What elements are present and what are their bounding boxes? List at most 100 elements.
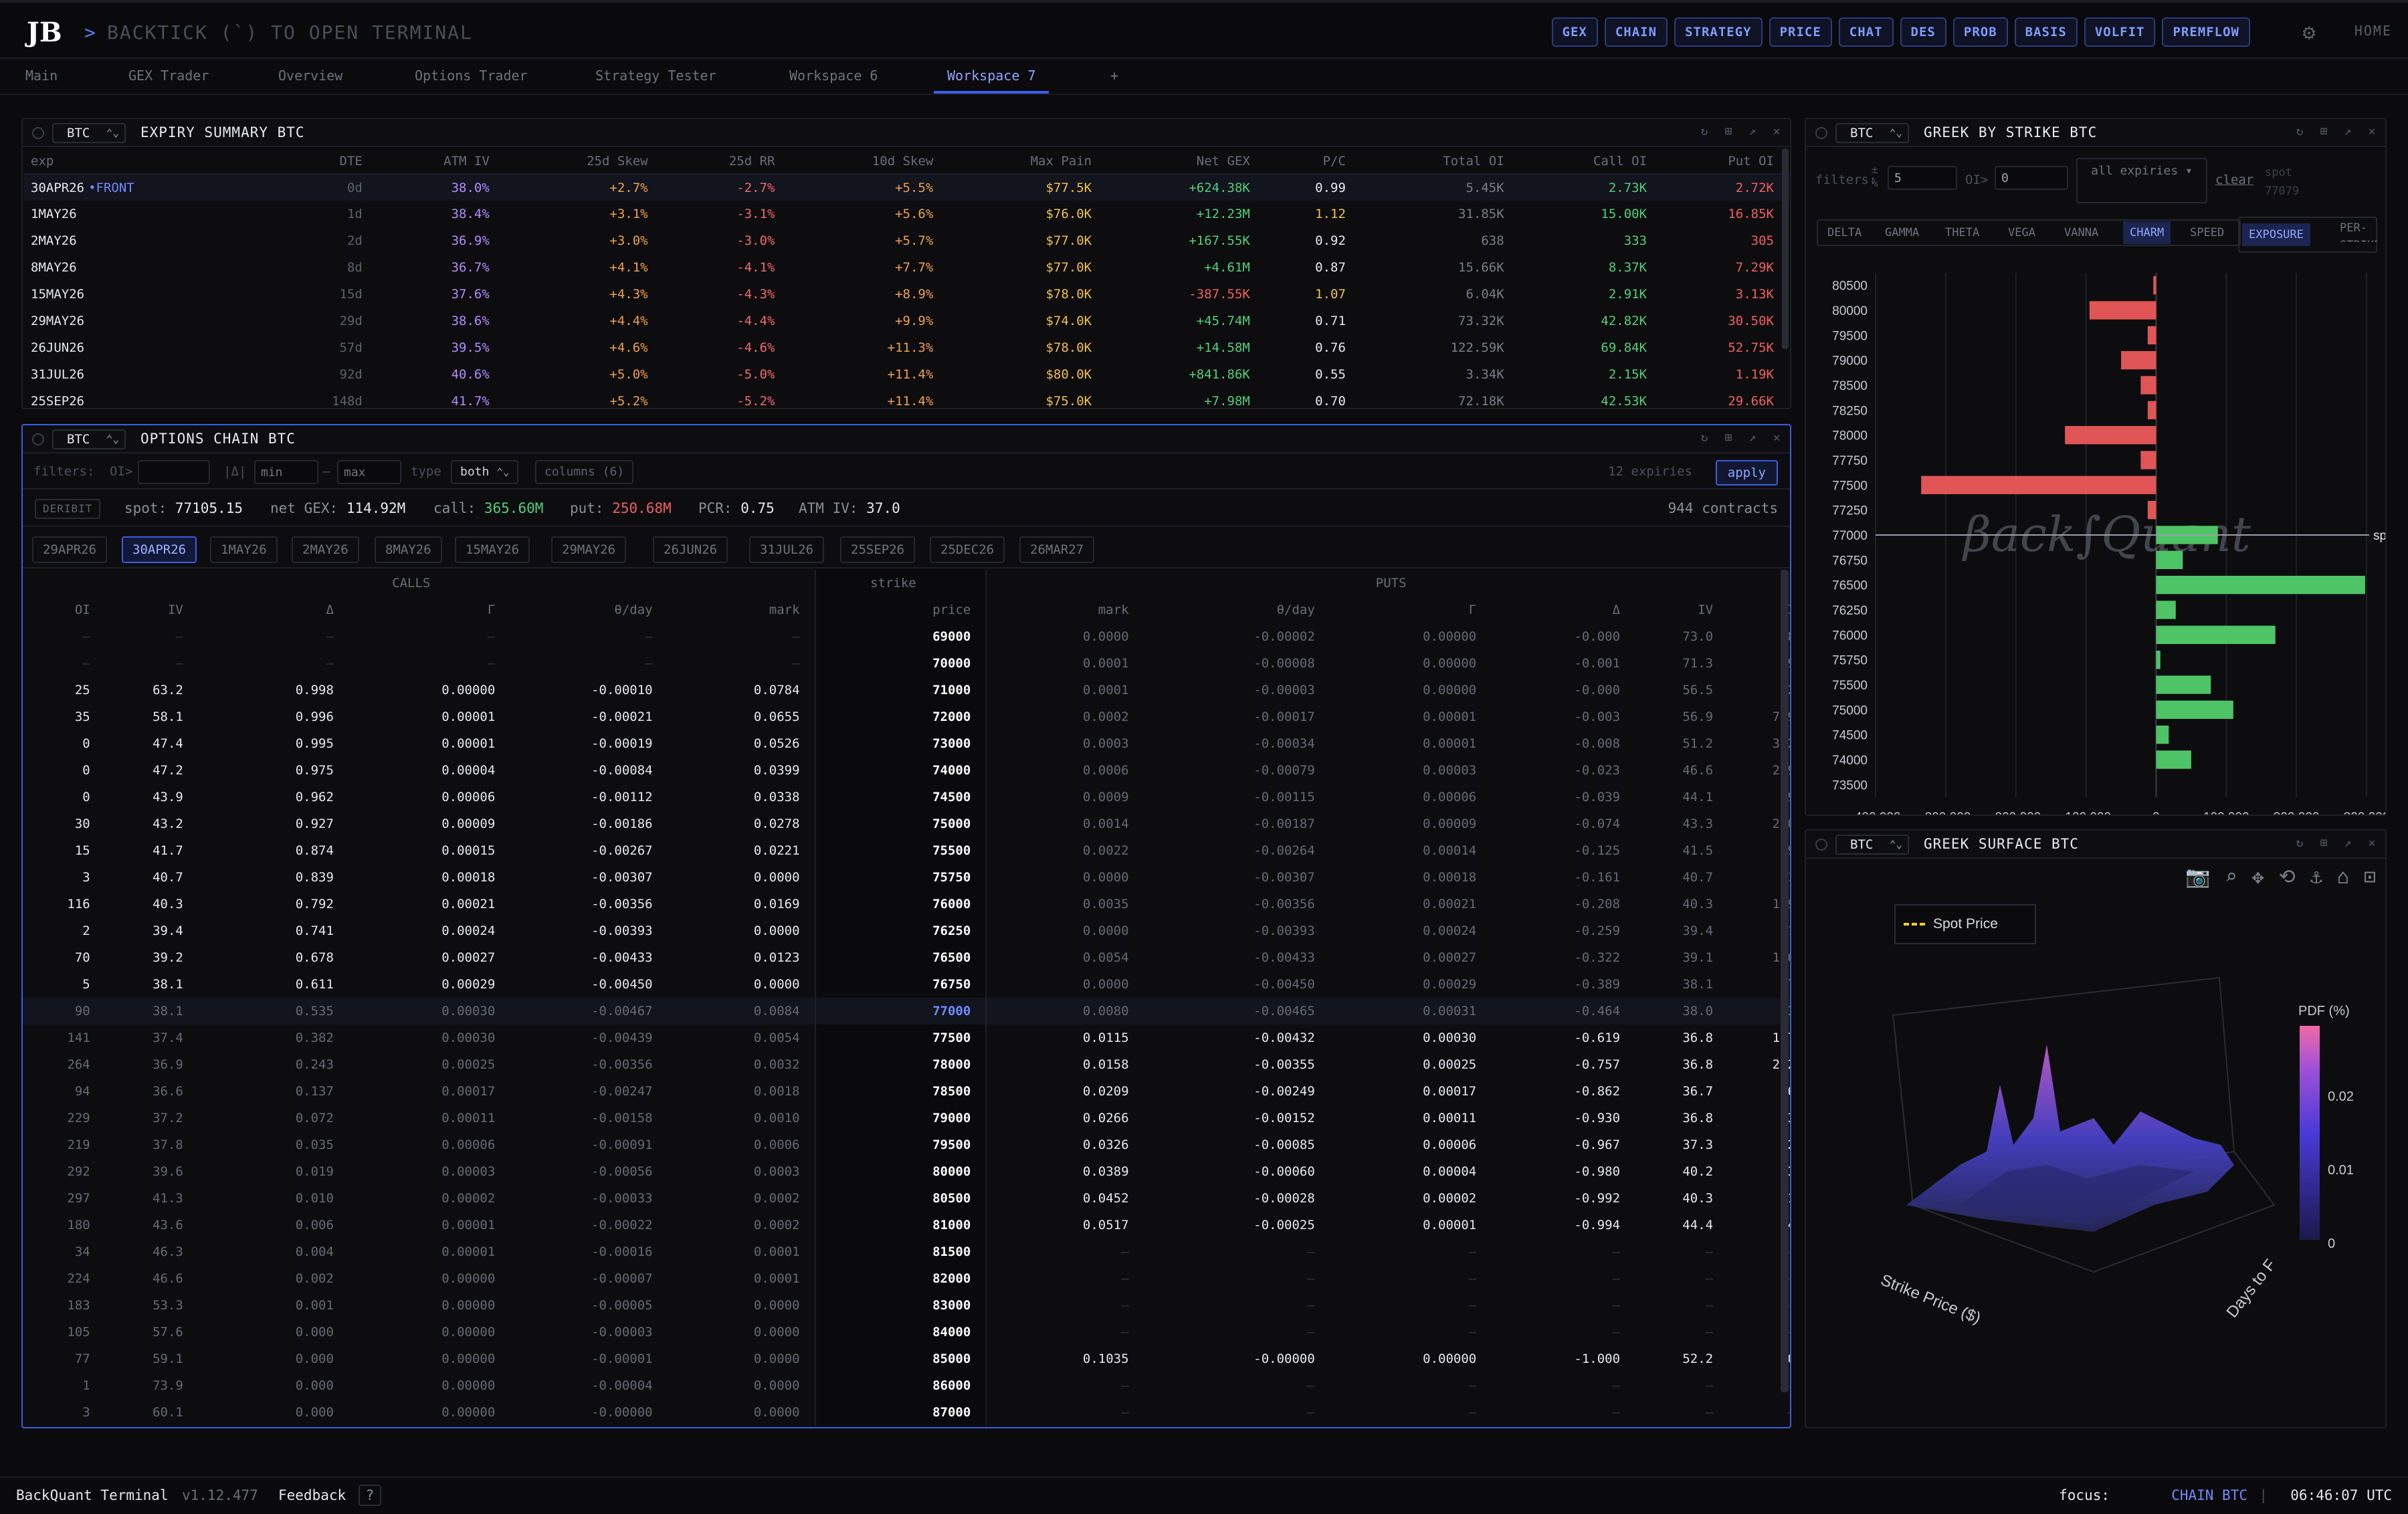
chain-row[interactable]: 34 46.3 0.004 0.00001 -0.00016 0.0001 81500 — — —… <box>23 1238 1790 1265</box>
camera-icon[interactable]: 📷 <box>2185 865 2211 889</box>
chain-row[interactable]: — — — — — — 69000 0.0000 -0.00002 0.00000 -0.000 73… <box>23 623 1790 650</box>
delta-min-input[interactable] <box>254 460 318 484</box>
drag-handle-icon[interactable] <box>1815 839 1827 851</box>
expiry-row[interactable]: 30APR26 •FRONT 0d 38.0% +2.7% -2.7% +5.5% $77.5… <box>24 174 1790 201</box>
grid-icon[interactable]: ⊞ <box>2320 124 2328 138</box>
greek-delta-button[interactable]: DELTA <box>1827 226 1862 239</box>
close-icon[interactable]: ✕ <box>2368 836 2376 850</box>
close-icon[interactable]: ✕ <box>2368 124 2376 138</box>
tab-workspace-7[interactable]: Workspace 7 <box>934 60 1049 94</box>
tab-options-trader[interactable]: Options Trader <box>415 68 528 84</box>
pct-input[interactable] <box>1888 166 1957 190</box>
terminal-input[interactable] <box>107 19 910 45</box>
gear-icon[interactable]: ⚙ <box>2302 19 2316 45</box>
fn-key-prob[interactable]: PROB <box>1952 17 2008 47</box>
greek-gamma-button[interactable]: GAMMA <box>1885 226 1920 239</box>
chain-row[interactable]: 292 39.6 0.019 0.00003 -0.00056 0.0003 80000 0.… <box>23 1158 1790 1185</box>
refresh-icon[interactable]: ↻ <box>2296 124 2304 138</box>
surface-3d-plot[interactable]: PDF (%) 0.02 0.01 0 Strike Price ($) Day… <box>1806 831 2387 1428</box>
chain-row[interactable]: 0 43.9 0.962 0.00006 -0.00112 0.0338 74500 0.00… <box>23 784 1790 810</box>
col-header[interactable]: Δ <box>1612 603 1621 617</box>
expiry-row[interactable]: 15MAY26 15d 37.6% +4.3% -4.3% +8.9% $78.0K -387… <box>24 281 1790 308</box>
oi-input[interactable] <box>1995 166 2068 190</box>
chain-row[interactable]: 1 73.9 0.000 0.00000 -0.00004 0.0000 86000 — — — —… <box>23 1372 1790 1399</box>
col-header[interactable]: ATM IV <box>378 148 506 175</box>
fn-key-volfit[interactable]: VOLFIT <box>2084 17 2156 47</box>
expiry-tab-30apr26[interactable]: 30APR26 <box>122 536 197 563</box>
chain-row[interactable]: 25 63.2 0.998 0.00000 -0.00010 0.0784 71000 0.0… <box>23 677 1790 704</box>
chain-row[interactable]: 15 41.7 0.874 0.00015 -0.00267 0.0221 75500 0.0… <box>23 837 1790 864</box>
fn-key-strategy[interactable]: STRATEGY <box>1674 17 1763 47</box>
expiry-tab-15may26[interactable]: 15MAY26 <box>455 536 530 563</box>
greek-speed-button[interactable]: SPEED <box>2190 226 2225 239</box>
orbit-icon[interactable]: ⟲ <box>2278 865 2296 889</box>
chain-row[interactable]: 30 43.2 0.927 0.00009 -0.00186 0.0278 75000 0.0… <box>23 810 1790 837</box>
symbol-select[interactable]: BTC ⌃⌄ <box>1835 835 1909 855</box>
col-header[interactable]: IV <box>167 603 183 617</box>
grid-icon[interactable]: ⊞ <box>1724 124 1732 138</box>
expiry-row[interactable]: 25SEP26 148d 41.7% +5.2% -5.2% +11.4% $75.0K +7… <box>24 388 1790 408</box>
feedback-link[interactable]: Feedback <box>278 1487 346 1503</box>
chain-row[interactable]: 94 36.6 0.137 0.00017 -0.00247 0.0018 78500 0.0… <box>23 1078 1790 1105</box>
chain-row[interactable]: 3 40.7 0.839 0.00018 -0.00307 0.0000 75750 0.00… <box>23 864 1790 891</box>
refresh-icon[interactable]: ↻ <box>2296 836 2304 850</box>
drag-handle-icon[interactable] <box>1815 127 1827 139</box>
reset-camera-icon[interactable]: ⊡ <box>2363 865 2376 889</box>
tab-overview[interactable]: Overview <box>278 68 343 84</box>
fn-key-price[interactable]: PRICE <box>1769 17 1832 47</box>
home-link[interactable]: HOME <box>2354 23 2392 39</box>
chain-row[interactable]: 0 47.2 0.975 0.00004 -0.00084 0.0399 74000 0.00… <box>23 757 1790 784</box>
col-header[interactable]: DTE <box>282 148 379 175</box>
expiry-tab-25sep26[interactable]: 25SEP26 <box>840 536 916 563</box>
fn-key-gex[interactable]: GEX <box>1551 17 1598 47</box>
help-button[interactable]: ? <box>359 1485 381 1506</box>
expand-icon[interactable]: ↗ <box>2344 124 2352 138</box>
fn-key-basis[interactable]: BASIS <box>2014 17 2078 47</box>
expiries-select[interactable]: all expiries ▾ <box>2076 158 2207 203</box>
spot-price-legend[interactable]: Spot Price <box>1894 904 2036 944</box>
chain-row[interactable]: 77 59.1 0.000 0.00000 -0.00001 0.0000 85000 0.1… <box>23 1345 1790 1372</box>
tab--[interactable]: + <box>1110 68 1119 84</box>
col-header[interactable]: Δ <box>326 603 334 617</box>
col-header[interactable]: 25d RR <box>664 148 791 175</box>
col-header[interactable]: θ/day <box>614 603 653 617</box>
greek-theta-button[interactable]: THETA <box>1945 226 1980 239</box>
chain-row[interactable]: 90 38.1 0.535 0.00030 -0.00467 0.0084 77000 0.0… <box>23 998 1790 1024</box>
type-select[interactable]: both ⌃⌄ <box>451 460 519 484</box>
scrollbar[interactable] <box>1781 570 1789 1392</box>
expiry-tab-29may26[interactable]: 29MAY26 <box>551 536 627 563</box>
fn-key-chain[interactable]: CHAIN <box>1604 17 1668 47</box>
chain-row[interactable]: 297 41.3 0.010 0.00002 -0.00033 0.0002 80500 0.… <box>23 1185 1790 1212</box>
tab-gex-trader[interactable]: GEX Trader <box>128 68 209 84</box>
chain-row[interactable]: 70 39.2 0.678 0.00027 -0.00433 0.0123 76500 0.0… <box>23 944 1790 971</box>
grid-icon[interactable]: ⊞ <box>1724 431 1732 445</box>
col-header[interactable]: Total OI <box>1361 148 1520 175</box>
col-header[interactable]: IV <box>1698 603 1714 617</box>
chain-row[interactable]: 116 40.3 0.792 0.00021 -0.00356 0.0169 76000 0.… <box>23 891 1790 917</box>
fn-key-premflow[interactable]: PREMFLOW <box>2162 17 2250 47</box>
oi-min-input[interactable] <box>138 460 210 484</box>
scrollbar[interactable] <box>1782 148 1789 349</box>
expiry-row[interactable]: 31JUL26 92d 40.6% +5.0% -5.0% +11.4% $80.0K +84… <box>24 361 1790 388</box>
col-header[interactable]: P/C <box>1266 148 1362 175</box>
col-header[interactable]: mark <box>1098 603 1129 617</box>
chain-row[interactable]: 224 46.6 0.002 0.00000 -0.00007 0.0001 82000 — —… <box>23 1265 1790 1292</box>
zoom-icon[interactable]: ⌕ <box>2225 865 2237 889</box>
pan-icon[interactable]: ✥ <box>2251 865 2264 889</box>
chain-row[interactable]: 35 58.1 0.996 0.00001 -0.00021 0.0655 72000 0.0… <box>23 704 1790 730</box>
refresh-icon[interactable]: ↻ <box>1700 124 1708 138</box>
expiry-tab-26mar27[interactable]: 26MAR27 <box>1019 536 1095 563</box>
col-header[interactable]: Γ <box>487 603 496 617</box>
close-icon[interactable]: ✕ <box>1773 124 1781 138</box>
expiry-tab-8may26[interactable]: 8MAY26 <box>375 536 442 563</box>
columns-button[interactable]: columns (6) <box>535 460 634 484</box>
col-header[interactable]: price <box>814 597 987 623</box>
tab-main[interactable]: Main <box>25 68 58 84</box>
expand-icon[interactable]: ↗ <box>2344 836 2352 850</box>
symbol-select[interactable]: BTC ⌃⌄ <box>1835 123 1909 143</box>
expiry-row[interactable]: 26JUN26 57d 39.5% +4.6% -4.6% +11.3% $78.0K +14… <box>24 334 1790 361</box>
expiry-row[interactable]: 2MAY26 2d 36.9% +3.0% -3.0% +5.7% $77.0K +167.5… <box>24 227 1790 254</box>
chain-row[interactable]: 105 57.6 0.000 0.00000 -0.00003 0.0000 84000 — —… <box>23 1319 1790 1345</box>
chain-row[interactable]: 3 60.1 0.000 0.00000 -0.00000 0.0000 87000 — — — —… <box>23 1399 1790 1426</box>
col-header[interactable]: Put OI <box>1663 148 1790 175</box>
